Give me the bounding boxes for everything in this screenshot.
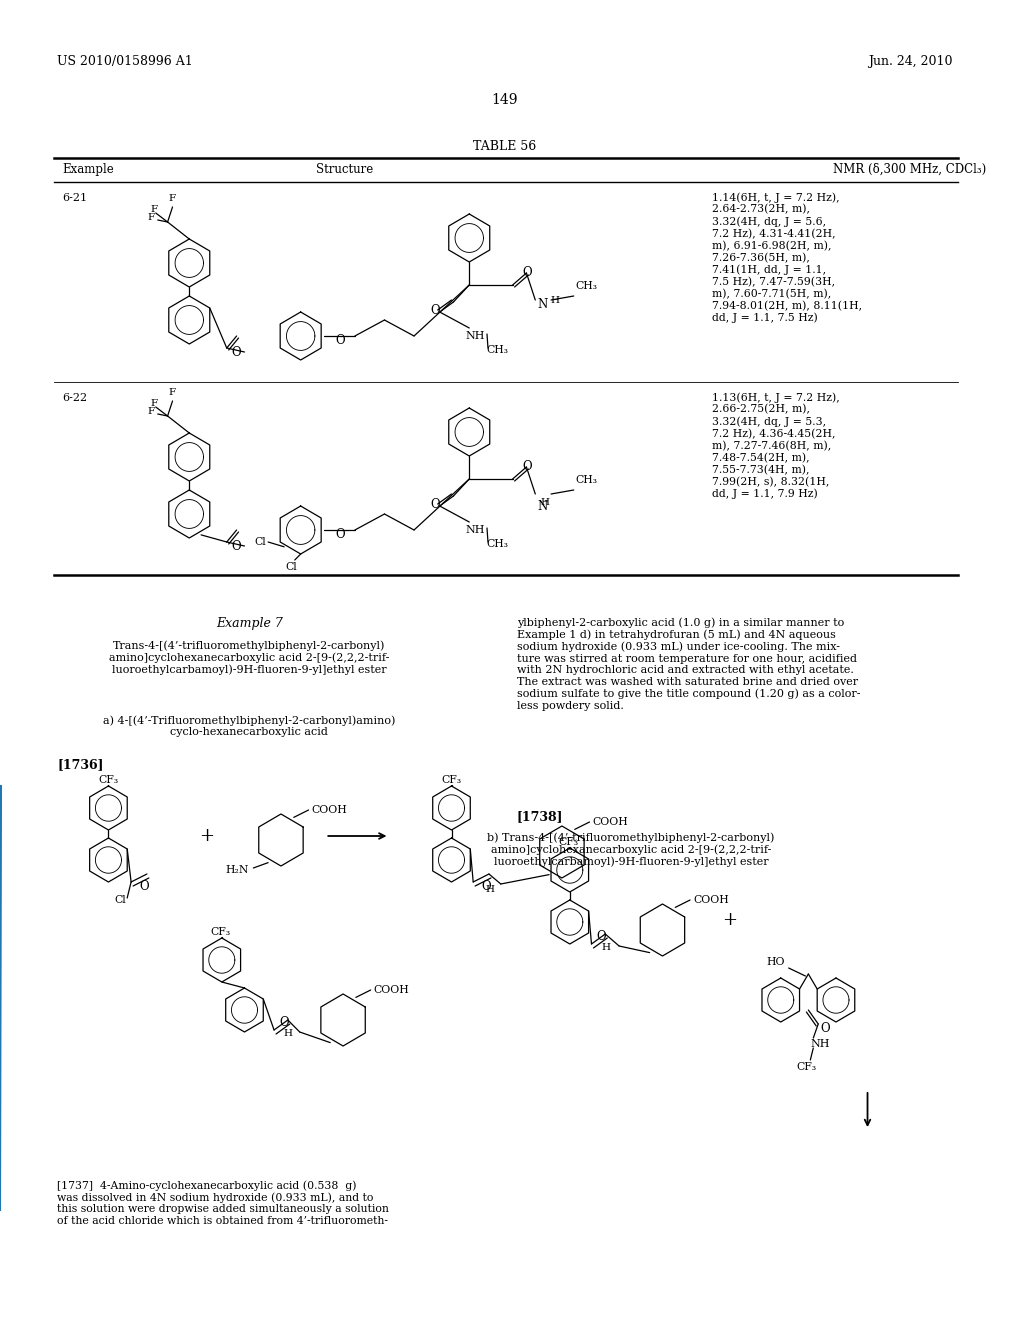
Text: N: N <box>538 499 548 512</box>
Text: F: F <box>151 206 158 214</box>
Text: HO: HO <box>766 957 784 968</box>
Text: NH: NH <box>465 525 484 535</box>
Text: CH₃: CH₃ <box>575 475 598 484</box>
Text: Example 7: Example 7 <box>216 616 283 630</box>
Text: F: F <box>169 388 176 397</box>
Text: 1.13(6H, t, J = 7.2 Hz),
2.66-2.75(2H, m),
3.32(4H, dq, J = 5.3,
7.2 Hz), 4.36-4: 1.13(6H, t, J = 7.2 Hz), 2.66-2.75(2H, m… <box>712 392 840 499</box>
Text: 6-21: 6-21 <box>62 193 87 203</box>
Text: CF₃: CF₃ <box>797 1063 816 1072</box>
Text: O: O <box>335 528 345 540</box>
Text: ylbiphenyl-2-carboxylic acid (1.0 g) in a similar manner to
Example 1 d) in tetr: ylbiphenyl-2-carboxylic acid (1.0 g) in … <box>516 616 860 710</box>
Text: H: H <box>550 296 559 305</box>
Text: Jun. 24, 2010: Jun. 24, 2010 <box>867 55 952 69</box>
Text: O: O <box>596 929 606 942</box>
Text: O: O <box>522 459 532 473</box>
Text: CF₃: CF₃ <box>558 837 579 847</box>
Text: O: O <box>430 498 439 511</box>
Text: COOH: COOH <box>311 805 347 814</box>
Text: H: H <box>541 498 549 507</box>
Text: CH₃: CH₃ <box>486 539 508 549</box>
Text: Example: Example <box>62 162 114 176</box>
Text: O: O <box>335 334 345 346</box>
Text: CF₃: CF₃ <box>210 927 230 937</box>
Text: O: O <box>231 540 242 553</box>
Text: COOH: COOH <box>593 817 629 828</box>
Text: H: H <box>485 884 494 894</box>
Text: NH: NH <box>810 1039 829 1049</box>
Text: 6-22: 6-22 <box>62 393 87 403</box>
Text: COOH: COOH <box>693 895 729 906</box>
Text: F: F <box>147 408 155 417</box>
Text: N: N <box>538 297 548 310</box>
Text: +: + <box>722 911 737 929</box>
Text: O: O <box>481 879 490 892</box>
Text: a) 4-[(4’-Trifluoromethylbiphenyl-2-carbonyl)amino)
cyclo-hexanecarboxylic acid: a) 4-[(4’-Trifluoromethylbiphenyl-2-carb… <box>103 715 395 737</box>
Text: Cl: Cl <box>115 895 126 906</box>
Text: [1737]  4-Amino-cyclohexanecarboxylic acid (0.538  g)
was dissolved in 4N sodium: [1737] 4-Amino-cyclohexanecarboxylic aci… <box>57 1180 389 1226</box>
Text: O: O <box>231 346 242 359</box>
Text: CF₃: CF₃ <box>98 775 119 785</box>
Text: H: H <box>284 1030 293 1038</box>
Text: H: H <box>601 942 610 952</box>
Text: b) Trans-4-[(4’-trifluoromethylbiphenyl-2-carbonyl)
amino]cyclohexanecarboxylic : b) Trans-4-[(4’-trifluoromethylbiphenyl-… <box>487 832 774 867</box>
Text: CH₃: CH₃ <box>486 345 508 355</box>
Text: H₂N: H₂N <box>225 865 249 875</box>
Text: Trans-4-[(4’-trifluoromethylbiphenyl-2-carbonyl)
amino]cyclohexanecarboxylic aci: Trans-4-[(4’-trifluoromethylbiphenyl-2-c… <box>110 640 389 675</box>
Text: Cl: Cl <box>254 537 266 546</box>
Text: O: O <box>522 265 532 279</box>
Text: COOH: COOH <box>374 985 410 995</box>
Text: CH₃: CH₃ <box>575 281 598 290</box>
Text: F: F <box>169 194 176 203</box>
Text: Cl: Cl <box>285 562 297 572</box>
Text: F: F <box>151 400 158 408</box>
Text: Structure: Structure <box>316 162 374 176</box>
Text: +: + <box>200 828 214 845</box>
Text: F: F <box>147 214 155 223</box>
Text: [1738]: [1738] <box>516 810 563 822</box>
Text: O: O <box>430 304 439 317</box>
Text: 1.14(6H, t, J = 7.2 Hz),
2.64-2.73(2H, m),
3.32(4H, dq, J = 5.6,
7.2 Hz), 4.31-4: 1.14(6H, t, J = 7.2 Hz), 2.64-2.73(2H, m… <box>712 191 862 323</box>
Text: 149: 149 <box>492 92 518 107</box>
Text: TABLE 56: TABLE 56 <box>473 140 537 153</box>
Text: O: O <box>279 1015 289 1028</box>
Text: [1736]: [1736] <box>57 758 103 771</box>
Text: NH: NH <box>465 331 484 341</box>
Text: O: O <box>820 1022 829 1035</box>
Text: US 2010/0158996 A1: US 2010/0158996 A1 <box>57 55 193 69</box>
Text: O: O <box>139 879 148 892</box>
Text: NMR (δ,300 MHz, CDCl₃): NMR (δ,300 MHz, CDCl₃) <box>833 162 986 176</box>
Text: CF₃: CF₃ <box>441 775 462 785</box>
